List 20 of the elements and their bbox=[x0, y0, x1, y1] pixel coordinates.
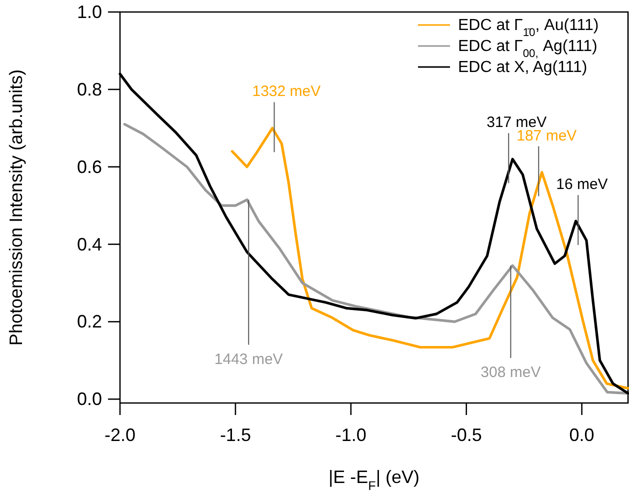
x-tick-label: -2.0 bbox=[104, 425, 136, 445]
legend-label: EDC at Γ$_{1̄0}$, Au(111) bbox=[458, 17, 599, 39]
y-tick-label: 0.0 bbox=[76, 389, 102, 410]
x-axis-title: |E -E$_{F}$| (eV) bbox=[328, 467, 420, 491]
annotation: 1443 meV bbox=[214, 350, 283, 368]
annotation: 1332 meV bbox=[252, 83, 321, 100]
y-axis-title: Photoemission Intensity (arb.units) bbox=[6, 69, 26, 346]
legend-label: EDC at X, Ag(111) bbox=[458, 59, 588, 76]
annotation: 16 meV bbox=[556, 176, 608, 194]
x-tick-label: 0.0 bbox=[569, 425, 594, 445]
legend-label: EDC at Γ$_{00,}$ Ag(111) bbox=[458, 38, 598, 60]
x-tick-label: -1.5 bbox=[220, 425, 251, 445]
y-tick-label: 1.0 bbox=[76, 2, 102, 22]
x-tick-label: -1.0 bbox=[335, 425, 366, 445]
annotation: 308 meV bbox=[480, 364, 541, 381]
y-tick-label: 0.6 bbox=[76, 156, 102, 177]
y-tick-label: 0.2 bbox=[76, 312, 102, 332]
y-tick-label: 0.8 bbox=[76, 79, 102, 100]
y-tick-label: 0.4 bbox=[76, 234, 102, 254]
x-tick-label: -0.5 bbox=[450, 425, 482, 445]
